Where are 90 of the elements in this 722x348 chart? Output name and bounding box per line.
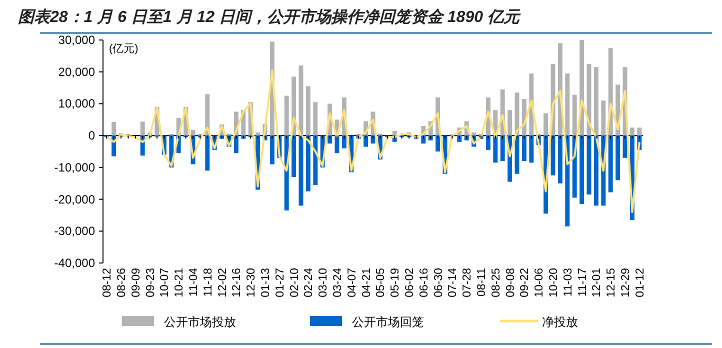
- line-series: [106, 69, 640, 214]
- y-axis-title: (亿元): [109, 43, 138, 55]
- x-tick-label: 08-25: [490, 268, 502, 298]
- bar: [565, 73, 570, 136]
- bar: [544, 113, 548, 136]
- x-tick-label: 02-24: [303, 267, 316, 298]
- x-tick-label: 12-16: [231, 268, 244, 298]
- x-tick-label: 09-09: [130, 268, 142, 298]
- x-tick-label: 05-05: [375, 268, 388, 298]
- x-tick-label: 08-26: [116, 268, 128, 298]
- x-tick-label: 03-24: [332, 267, 344, 298]
- bar: [112, 122, 116, 136]
- bar: [594, 67, 598, 136]
- x-tick-label: 07-28: [462, 268, 474, 298]
- x-tick-label: 11-04: [188, 267, 200, 297]
- bar: [486, 136, 490, 150]
- bar: [306, 136, 310, 192]
- x-tick-label: 10-06: [534, 268, 546, 298]
- bar: [364, 136, 368, 147]
- y-tick-label: -30,000: [54, 224, 96, 238]
- legend-label: 净投放: [542, 315, 578, 329]
- x-tick-label: 06-02: [404, 268, 416, 298]
- bar: [140, 122, 145, 136]
- x-tick-label: 01-12: [634, 268, 646, 298]
- x-tick-label: 08-12: [102, 268, 114, 298]
- bar: [256, 132, 260, 136]
- x-tick-label: 08-11: [476, 268, 488, 297]
- bar: [630, 128, 634, 136]
- x-tick-label: 12-29: [620, 268, 632, 298]
- bar: [313, 102, 318, 136]
- x-tick-label: 07-14: [447, 267, 460, 298]
- bar: [328, 136, 332, 144]
- y-tick-label: 30,000: [58, 33, 96, 47]
- x-tick-label: 09-23: [144, 268, 157, 298]
- x-tick-label: 01-27: [274, 268, 286, 298]
- y-tick-label: 10,000: [58, 96, 96, 111]
- x-tick-label: 06-16: [418, 268, 430, 298]
- x-tick-label: 06-30: [432, 268, 445, 298]
- bar: [472, 132, 476, 136]
- bar: [292, 136, 296, 177]
- y-tick-label: 20,000: [58, 64, 96, 79]
- bar: [637, 128, 642, 136]
- x-tick-label: 09-22: [519, 268, 532, 298]
- x-tick-label: 04-21: [360, 268, 373, 298]
- bar: [270, 136, 274, 164]
- bar: [572, 94, 577, 136]
- bar: [529, 136, 534, 163]
- y-tick-label: 0: [88, 128, 96, 143]
- bar: [522, 136, 526, 162]
- legend-label: 公开市场投放: [164, 315, 236, 329]
- bar: [306, 86, 310, 136]
- x-tick-label: 10-21: [174, 268, 186, 298]
- bar: [580, 136, 584, 204]
- x-tick-label: 11-18: [202, 268, 214, 297]
- bar: [392, 130, 397, 136]
- bar: [457, 136, 462, 142]
- x-tick-label: 10-20: [548, 268, 560, 298]
- bar: [493, 136, 498, 163]
- bar: [342, 136, 346, 148]
- legend-label: 公开市场回笼: [352, 315, 424, 329]
- x-tick-label: 12-02: [216, 268, 229, 298]
- chart-title: 图表28：1 月 6 日至1 月 12 日间，公开市场操作净回笼资金 1890 亿元: [18, 8, 522, 26]
- bar: [421, 136, 426, 144]
- x-tick-label: 03-10: [318, 268, 330, 298]
- y-tick-label: -40,000: [54, 256, 96, 270]
- y-tick-label: -10,000: [54, 160, 96, 174]
- bar: [234, 136, 238, 154]
- bar: [205, 136, 210, 171]
- x-tick-label: 09-08: [504, 268, 517, 298]
- bar: [284, 96, 289, 136]
- bar: [601, 100, 606, 136]
- bar: [608, 136, 613, 192]
- bar: [558, 136, 562, 184]
- x-tick-label: 04-07: [346, 268, 358, 298]
- x-tick-label: 12-01: [591, 268, 604, 298]
- x-tick-label: 12-15: [606, 268, 618, 298]
- x-tick-label: 02-10: [288, 268, 301, 298]
- x-tick-label: 12-30: [246, 268, 258, 298]
- y-tick-label: -20,000: [54, 192, 96, 206]
- bar: [313, 136, 318, 185]
- bar: [616, 136, 620, 180]
- bar: [500, 136, 505, 162]
- x-tick-label: 11-17: [576, 268, 589, 297]
- bar: [594, 136, 598, 206]
- x-tick-label: 05-19: [390, 268, 402, 298]
- x-tick-label: 01-13: [260, 268, 272, 298]
- bar: [508, 110, 512, 136]
- x-tick-label: 10-07: [159, 268, 172, 298]
- bar: [436, 136, 440, 152]
- x-tick-label: 11-03: [562, 268, 574, 297]
